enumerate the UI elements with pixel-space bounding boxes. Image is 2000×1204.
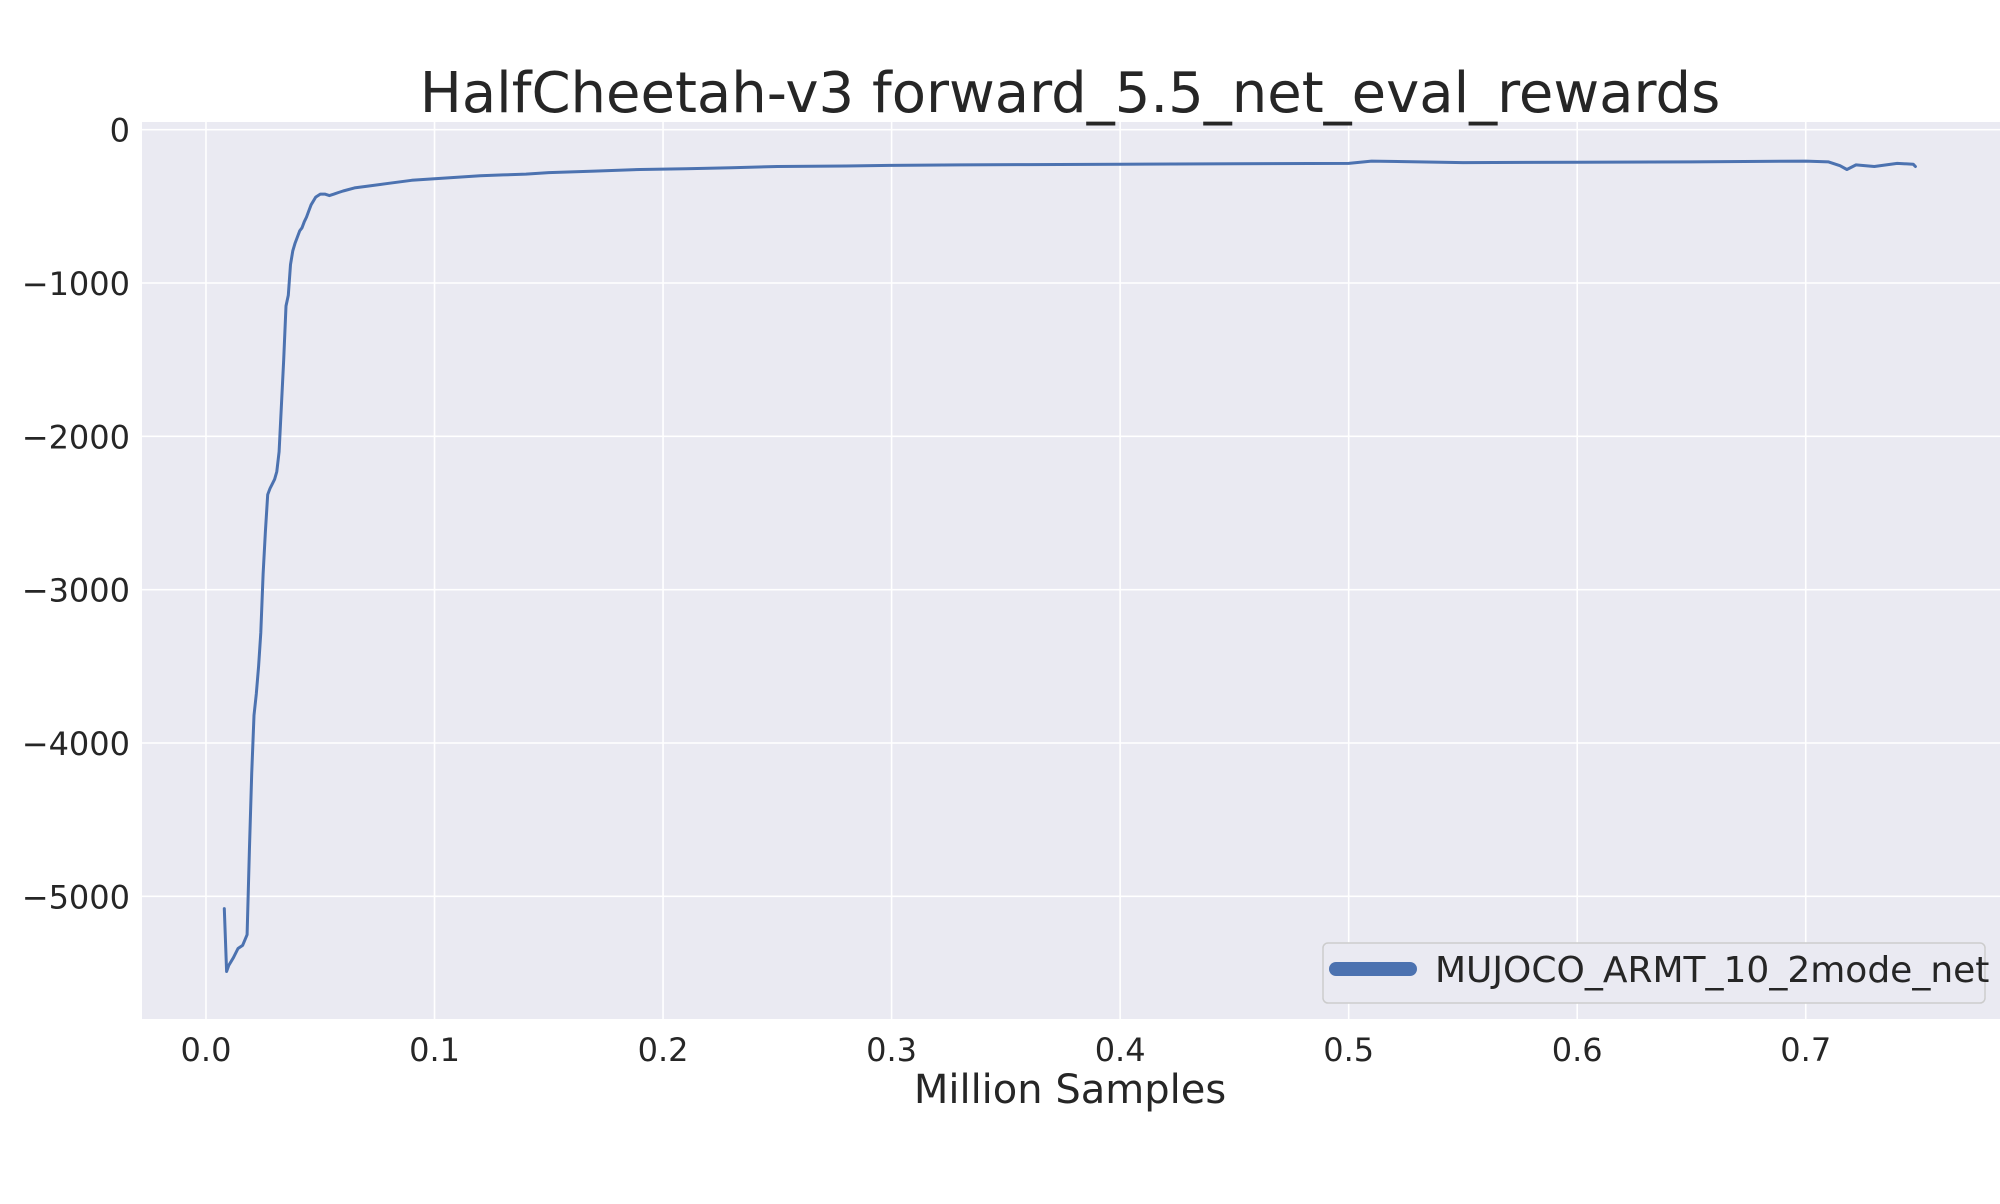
legend: MUJOCO_ARMT_10_2mode_net [1322, 942, 1989, 1004]
y-tick-label: −3000 [22, 572, 130, 610]
grid-lines [142, 122, 2000, 1019]
x-tick-label: 0.1 [409, 1031, 460, 1069]
y-tick-label: −1000 [22, 265, 130, 303]
plot-area [142, 122, 2000, 1019]
x-tick-label: 0.0 [181, 1031, 232, 1069]
x-tick-labels: 0.0 0.1 0.2 0.3 0.4 0.5 0.6 0.7 [181, 1031, 1832, 1069]
x-axis-label: Million Samples [914, 1067, 1226, 1113]
x-tick-label: 0.7 [1780, 1031, 1831, 1069]
y-tick-label: −4000 [22, 725, 130, 763]
x-tick-label: 0.6 [1552, 1031, 1603, 1069]
x-tick-label: 0.3 [866, 1031, 917, 1069]
series-layer [222, 159, 1917, 973]
series-line-1 [222, 159, 1917, 973]
y-tick-label: −5000 [22, 878, 130, 916]
y-tick-label: −2000 [22, 418, 130, 456]
y-tick-labels: 0 −1000 −2000 −3000 −4000 −5000 [22, 112, 130, 917]
y-tick-label: 0 [110, 112, 130, 150]
legend-label-series-1: MUJOCO_ARMT_10_2mode_net [1435, 950, 1989, 991]
x-tick-label: 0.2 [638, 1031, 689, 1069]
chart-title: HalfCheetah-v3 forward_5.5_net_eval_rewa… [420, 61, 1721, 126]
x-tick-label: 0.4 [1095, 1031, 1146, 1069]
legend-box [1322, 942, 1986, 1004]
x-tick-label: 0.5 [1323, 1031, 1374, 1069]
